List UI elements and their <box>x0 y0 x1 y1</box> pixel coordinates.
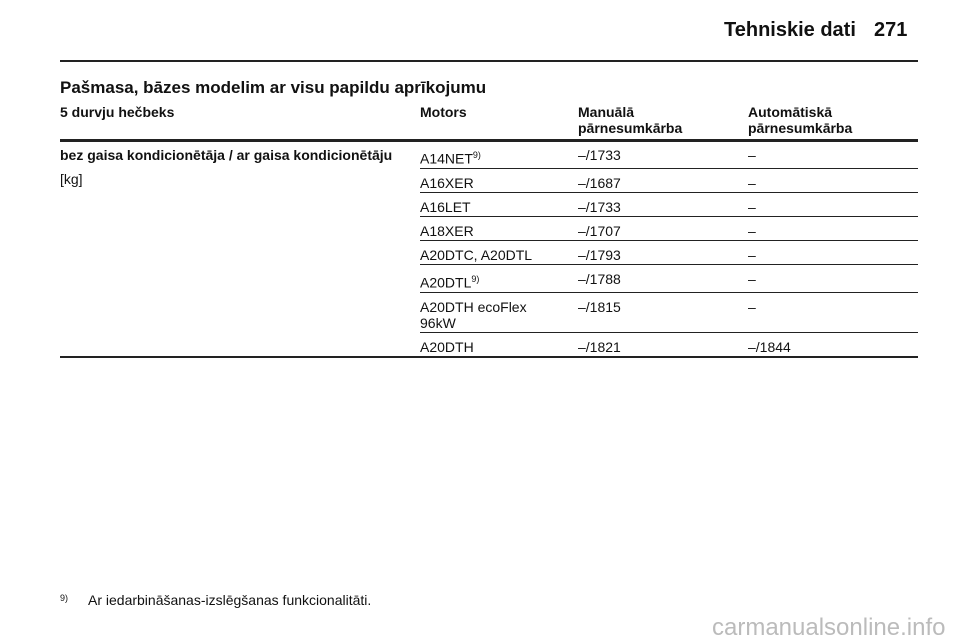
column-header: Motors <box>420 104 467 120</box>
row-header: bez gaisa kondicionētāja / ar gaisa kond… <box>60 147 393 163</box>
motor: A20DTL <box>420 274 472 291</box>
automatic-cell: – <box>748 299 756 315</box>
row-rule <box>420 292 918 293</box>
motor-cell: A14NET9) <box>420 147 560 167</box>
manual-cell: –/1793 <box>578 247 621 263</box>
watermark: carmanualsonline.info <box>712 614 946 641</box>
header-title: Tehniskie dati <box>724 19 856 41</box>
automatic-cell: – <box>748 147 756 163</box>
manual-cell: –/1815 <box>578 299 621 315</box>
automatic-cell: – <box>748 223 756 239</box>
footnote-marker: 9) <box>60 593 69 603</box>
manual-cell: –/1687 <box>578 175 621 191</box>
motor: A20DTH <box>420 339 474 355</box>
motor: A16XER <box>420 175 474 191</box>
motor-cell: A20DTC, A20DTL <box>420 247 560 263</box>
motor: A18XER <box>420 223 474 239</box>
motor: A20DTC, A20DTL <box>420 247 533 263</box>
row-header: [kg] <box>60 171 83 187</box>
manual-cell: –/1821 <box>578 339 621 355</box>
motor-cell: A16LET <box>420 199 560 215</box>
row-rule <box>420 240 918 241</box>
manual-cell: –/1788 <box>578 271 621 287</box>
motor: A14NET <box>420 150 473 167</box>
automatic-cell: – <box>748 199 756 215</box>
motor: A16LET <box>420 199 471 215</box>
row-rule <box>420 264 918 265</box>
motor-cell: A20DTL9) <box>420 271 560 291</box>
table-head-rule <box>60 139 918 142</box>
manual-cell: –/1733 <box>578 199 621 215</box>
row-rule <box>420 168 918 169</box>
column-header: Manuālā pārnesumkārba <box>578 104 683 136</box>
footnote-ref: 9) <box>471 274 480 284</box>
column-header: Automātiskā pārnesumkārba <box>748 104 853 136</box>
row-rule <box>60 356 918 358</box>
automatic-cell: – <box>748 175 756 191</box>
motor: A20DTH ecoFlex 96kW <box>420 299 527 331</box>
footnote-text: Ar iedarbināšanas-izslēgšanas funkcional… <box>88 592 372 608</box>
manual-cell: –/1733 <box>578 147 621 163</box>
row-rule <box>420 332 918 333</box>
motor-cell: A16XER <box>420 175 560 191</box>
row-rule <box>420 192 918 193</box>
page-number: 271 <box>874 19 908 41</box>
motor-cell: A20DTH ecoFlex 96kW <box>420 299 560 331</box>
column-header: 5 durvju hečbeks <box>60 104 175 120</box>
motor-cell: A18XER <box>420 223 560 239</box>
automatic-cell: – <box>748 247 756 263</box>
section-title: Pašmasa, bāzes modelim ar visu papildu a… <box>60 78 487 97</box>
automatic-cell: – <box>748 271 756 287</box>
motor-cell: A20DTH <box>420 339 560 355</box>
row-rule <box>420 216 918 217</box>
automatic-cell: –/1844 <box>748 339 791 355</box>
footnote-ref: 9) <box>472 150 481 160</box>
header-rule <box>60 60 918 62</box>
manual-cell: –/1707 <box>578 223 621 239</box>
